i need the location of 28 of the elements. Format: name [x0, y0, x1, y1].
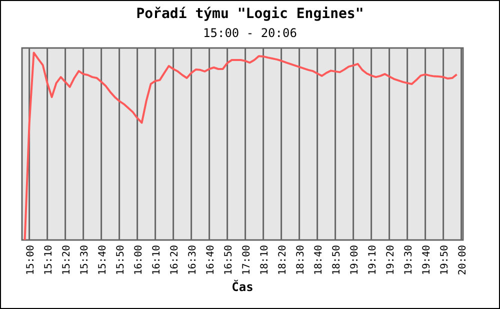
x-tick-label: 20:00: [457, 245, 468, 276]
x-tick-label: 18:40: [313, 245, 324, 276]
x-tick-label: 18:30: [295, 245, 306, 276]
x-tick-label: 18:20: [277, 245, 288, 276]
x-tick-label: 19:30: [403, 245, 414, 276]
x-tick-label: 19:50: [439, 245, 450, 276]
x-tick-label: 18:50: [331, 245, 342, 276]
x-tick-label: 15:40: [97, 245, 108, 276]
chart-subtitle: 15:00 - 20:06: [203, 26, 297, 40]
chart-title: Pořadí týmu "Logic Engines": [136, 6, 364, 22]
x-tick-label: 16:40: [205, 245, 216, 276]
x-tick-label: 19:10: [367, 245, 378, 276]
x-tick-label: 16:00: [133, 245, 144, 276]
x-tick-label: 16:30: [187, 245, 198, 276]
x-tick-label: 16:10: [151, 245, 162, 276]
x-tick-label: 15:50: [115, 245, 126, 276]
x-tick-label: 15:00: [25, 245, 36, 276]
x-tick-label: 19:40: [421, 245, 432, 276]
x-tick-label: 16:20: [169, 245, 180, 276]
x-tick-label: 17:00: [241, 245, 252, 276]
x-axis-title: Čas: [232, 279, 254, 294]
x-tick-label: 15:20: [61, 245, 72, 276]
x-tick-label: 16:50: [223, 245, 234, 276]
x-tick-label: 18:10: [259, 245, 270, 276]
x-tick-label: 15:10: [43, 245, 54, 276]
x-tick-label: 19:00: [349, 245, 360, 276]
x-tick-label: 15:30: [79, 245, 90, 276]
x-tick-label: 19:20: [385, 245, 396, 276]
